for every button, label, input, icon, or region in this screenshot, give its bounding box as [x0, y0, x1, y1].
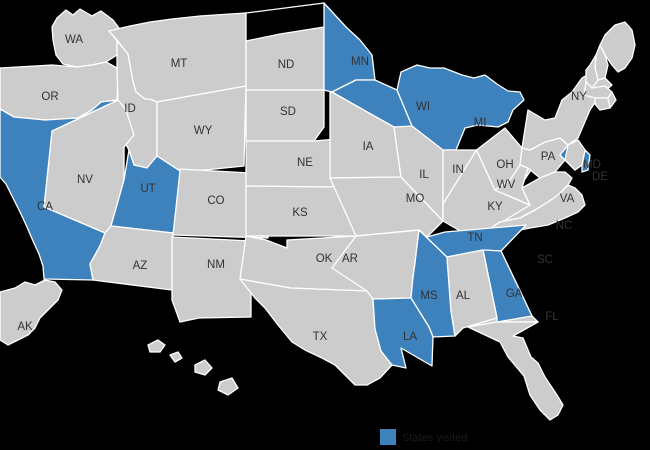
svg-text:CO: CO: [207, 195, 224, 207]
svg-text:TX: TX: [313, 331, 328, 343]
svg-text:MI: MI: [474, 117, 487, 129]
svg-text:MN: MN: [351, 56, 369, 68]
svg-text:MT: MT: [171, 58, 188, 70]
svg-text:SC: SC: [537, 254, 553, 266]
svg-text:NY: NY: [571, 91, 587, 103]
svg-text:IN: IN: [452, 164, 464, 176]
svg-text:States visited: States visited: [402, 432, 467, 444]
svg-text:PA: PA: [541, 151, 556, 163]
svg-text:MS: MS: [420, 290, 438, 302]
svg-text:NV: NV: [77, 174, 93, 186]
svg-text:ID: ID: [124, 103, 136, 115]
svg-text:WA: WA: [65, 34, 83, 46]
svg-text:WY: WY: [194, 125, 213, 137]
svg-text:KS: KS: [292, 207, 308, 219]
svg-text:OK: OK: [316, 253, 333, 265]
svg-text:NE: NE: [297, 157, 313, 169]
svg-text:ND: ND: [278, 59, 295, 71]
svg-text:KY: KY: [487, 201, 503, 213]
svg-text:WV: WV: [497, 179, 516, 191]
svg-text:AK: AK: [17, 321, 33, 333]
svg-text:IL: IL: [419, 169, 429, 181]
svg-text:GA: GA: [506, 288, 523, 300]
svg-text:CA: CA: [37, 201, 53, 213]
svg-text:NC: NC: [556, 220, 573, 232]
svg-text:MD: MD: [583, 159, 601, 171]
svg-text:UT: UT: [140, 183, 155, 195]
svg-text:AL: AL: [456, 290, 471, 302]
svg-text:WI: WI: [416, 101, 430, 113]
svg-text:SD: SD: [280, 106, 296, 118]
svg-text:OH: OH: [496, 159, 513, 171]
svg-text:AZ: AZ: [133, 260, 148, 272]
svg-text:DE: DE: [592, 171, 608, 183]
svg-text:NM: NM: [207, 259, 225, 271]
svg-text:LA: LA: [403, 331, 417, 343]
svg-text:VA: VA: [560, 193, 575, 205]
svg-text:TN: TN: [467, 232, 482, 244]
svg-text:MO: MO: [406, 193, 425, 205]
svg-text:IA: IA: [363, 141, 374, 153]
svg-text:OR: OR: [41, 91, 58, 103]
svg-text:AR: AR: [342, 253, 358, 265]
svg-text:FL: FL: [545, 311, 559, 323]
